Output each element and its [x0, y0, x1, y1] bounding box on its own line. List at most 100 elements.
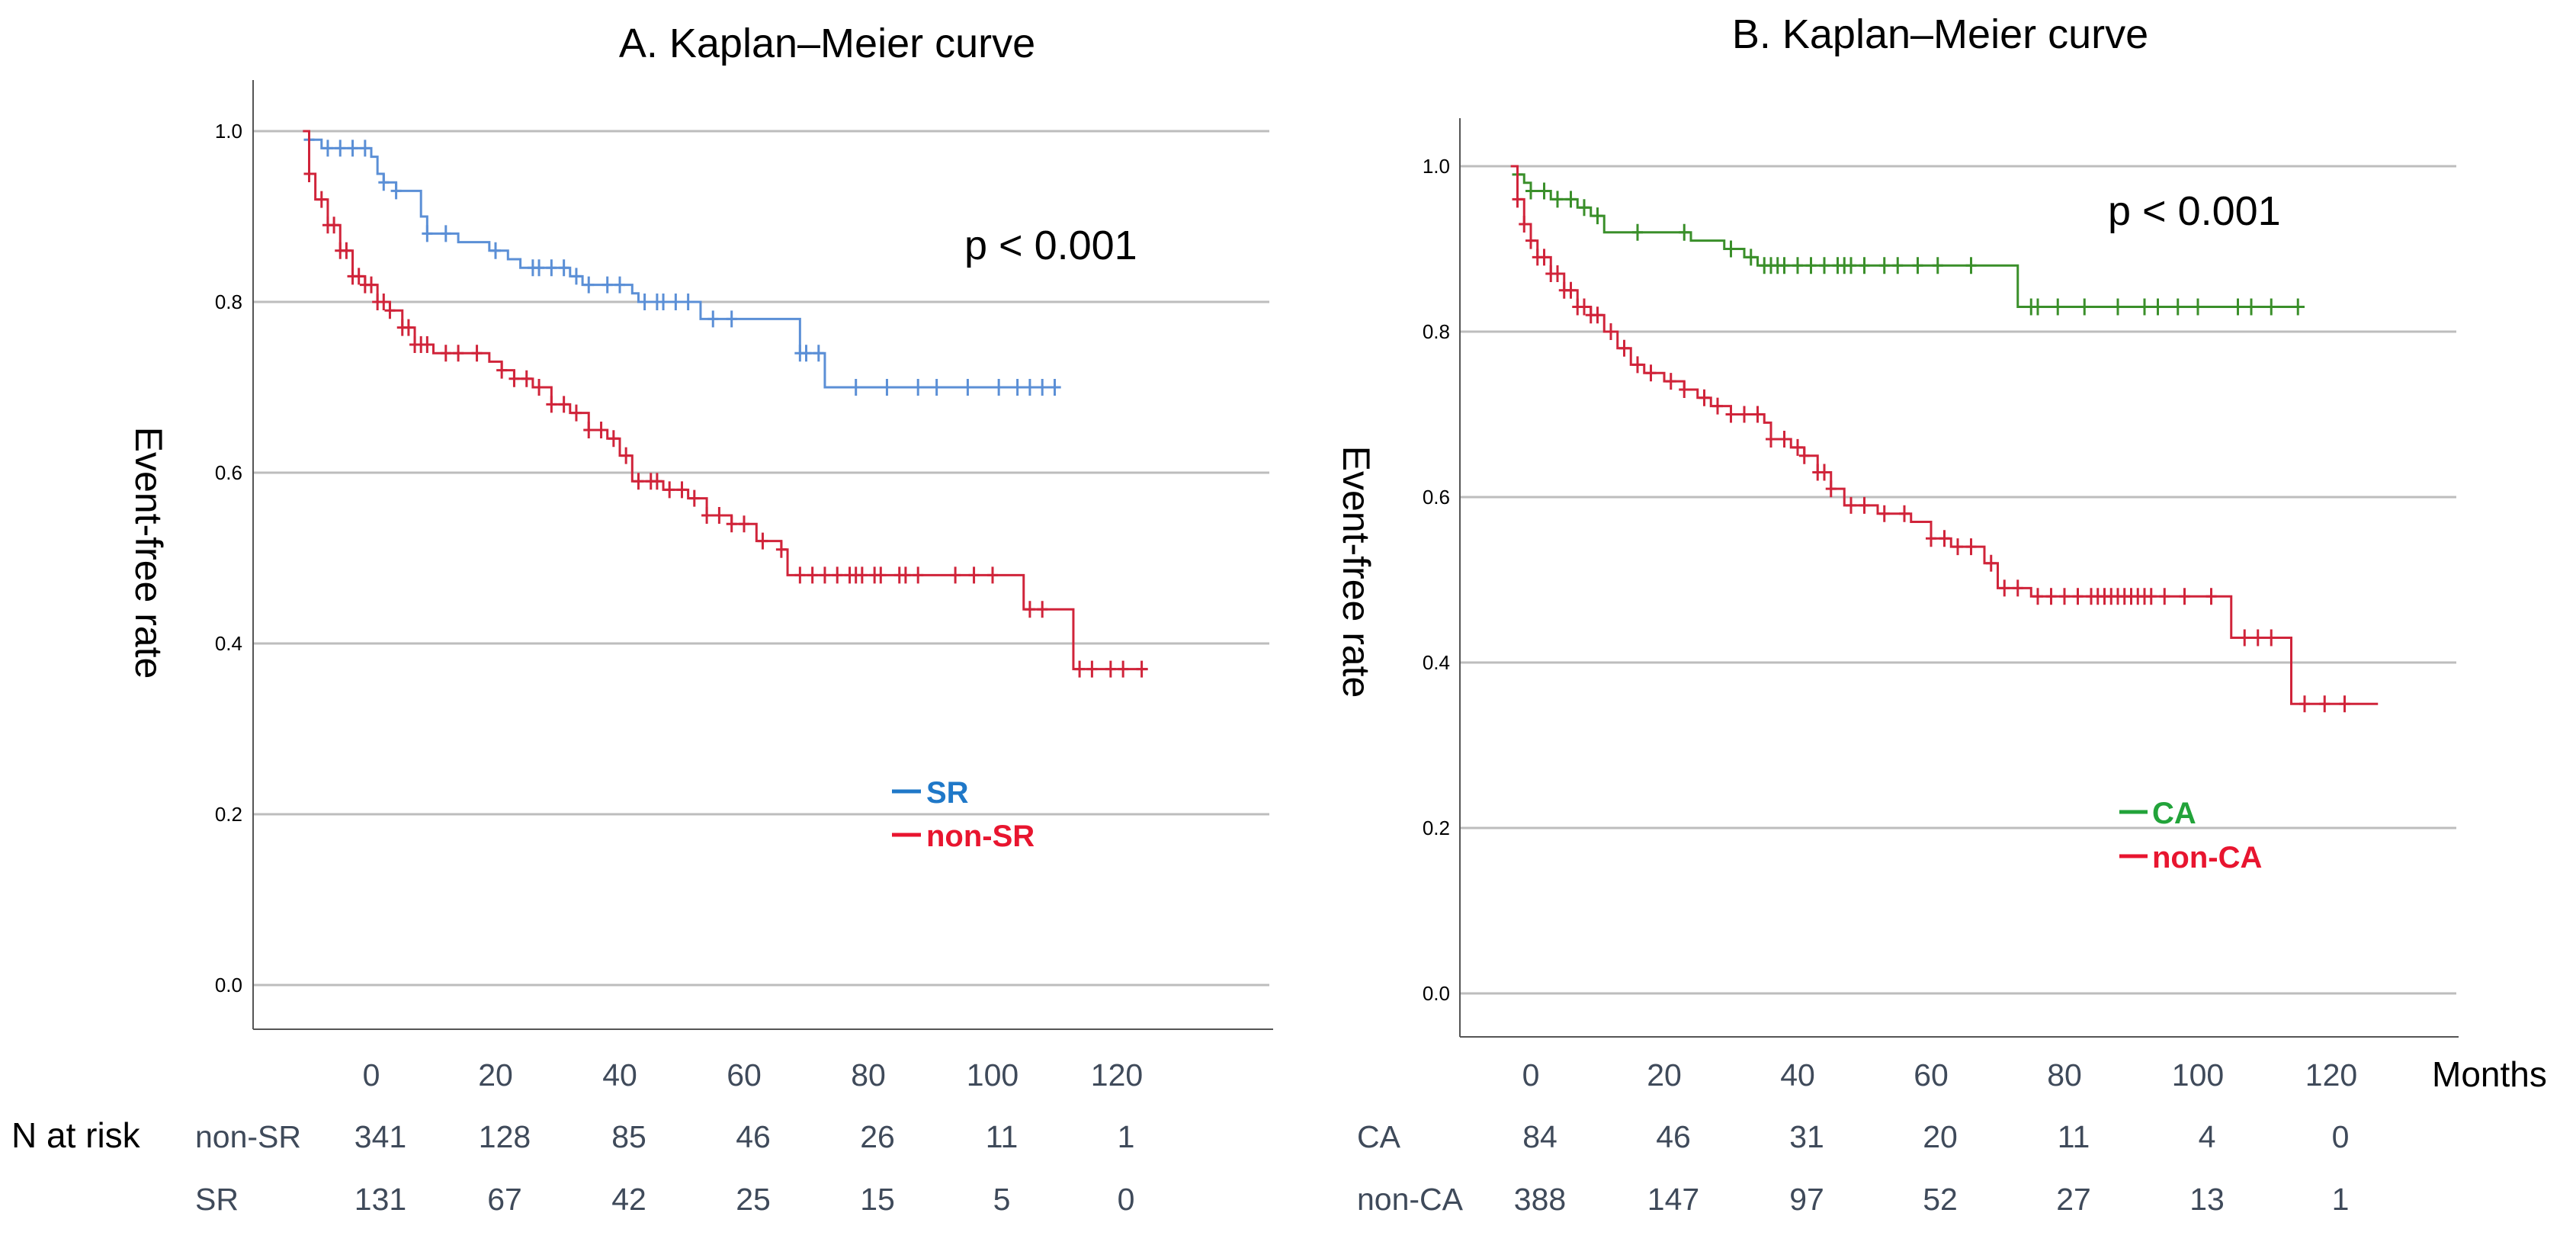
censor-mark-non-ca	[1792, 438, 1803, 456]
censor-mark-non-sr	[608, 430, 619, 448]
panel-b-series	[1510, 165, 2379, 713]
censor-mark-non-sr	[714, 507, 725, 524]
censor-mark-non-ca	[1565, 281, 1577, 299]
censor-mark-non-ca	[2012, 579, 2023, 597]
risk-table-header: N at risk	[11, 1115, 141, 1155]
panel-b-y-axis-label: Event-free rate	[1335, 446, 1378, 698]
censor-mark-non-sr	[403, 319, 414, 336]
panel-a-y-tick-label: 1.0	[215, 120, 242, 143]
panel-a-risk-value: 131	[354, 1182, 406, 1217]
censor-mark-sr	[347, 140, 358, 157]
censor-mark-non-sr	[440, 345, 451, 362]
censor-mark-sr	[658, 294, 669, 310]
censor-mark-non-sr	[807, 566, 818, 584]
censor-mark-non-ca	[1798, 447, 1810, 464]
censor-mark-ca	[1779, 257, 1790, 274]
censor-mark-non-ca	[1679, 380, 1690, 398]
panel-a-risk-value: 0	[1118, 1182, 1135, 1217]
panel-b-y-tick-label: 1.0	[1423, 155, 1450, 178]
censor-mark-non-ca	[2059, 588, 2070, 605]
panel-a-x-tick-label: 80	[851, 1057, 886, 1093]
censor-mark-ca	[2246, 298, 2257, 316]
censor-mark-non-ca	[2339, 695, 2350, 713]
panel-a-risk-value: 1	[1118, 1119, 1135, 1154]
censor-mark-ca	[2172, 298, 2183, 316]
panel-b-y-tick-label: 0.6	[1423, 486, 1450, 509]
censor-mark-ca	[1579, 199, 1590, 217]
censor-mark-non-sr	[688, 489, 700, 507]
panel-b-risk-row-label: non-CA	[1357, 1182, 1464, 1217]
censor-mark-sr	[440, 225, 451, 242]
censor-mark-non-ca	[2239, 629, 2250, 647]
panel-b-risk-value: 147	[1647, 1182, 1699, 1217]
panel-a-x-tick-label: 60	[727, 1057, 762, 1093]
censor-mark-sr	[800, 345, 812, 362]
legend-label-sr: SR	[926, 776, 969, 810]
panel-a-legend: SR non-SR	[892, 776, 1035, 853]
censor-mark-non-sr	[1118, 660, 1129, 678]
censor-mark-sr	[390, 182, 402, 200]
censor-mark-non-sr	[570, 404, 582, 422]
panel-a-title: A. Kaplan–Meier curve	[619, 21, 1035, 66]
panel-a-x-tick-label: 100	[967, 1057, 1019, 1093]
panel-a-risk-value: 46	[736, 1119, 771, 1154]
panel-a-y-tick-label: 0.0	[215, 974, 242, 996]
panel-b-x-tick-label: 40	[1780, 1057, 1815, 1093]
panel-b: B. Kaplan–Meier curve 0.0 0.2 0.4 0.6 0.8 1.0…	[1335, 11, 2547, 1217]
censor-mark-sr	[639, 294, 650, 310]
censor-mark-non-ca	[1579, 298, 1590, 316]
censor-mark-non-sr	[900, 566, 911, 584]
censor-mark-sr	[335, 140, 346, 157]
censor-mark-non-sr	[987, 566, 998, 584]
censor-mark-sr	[670, 294, 682, 310]
censor-mark-non-sr	[1024, 601, 1035, 618]
censor-mark-sr	[378, 174, 390, 191]
panel-b-risk-table: CA 84 46 31 20 11 4 0 non-CA 388 147 97 52 27 13 1	[1357, 1119, 2349, 1217]
censor-mark-ca	[1592, 207, 1603, 225]
censor-mark-non-sr	[1074, 660, 1086, 678]
panel-a-risk-value: 11	[986, 1119, 1019, 1154]
panel-a-risk-value: 15	[860, 1182, 895, 1217]
censor-mark-ca	[1632, 223, 1643, 241]
legend-label-ca: CA	[2152, 797, 2196, 830]
censor-mark-non-sr	[1136, 660, 1147, 678]
panel-b-p-value: p < 0.001	[2108, 188, 2281, 234]
censor-mark-ca	[2232, 298, 2244, 316]
censor-mark-non-sr	[651, 473, 662, 490]
legend-label-non-ca: non-CA	[2152, 841, 2262, 874]
panel-b-y-tick-label: 0.4	[1423, 651, 1450, 674]
series-line-ca	[1510, 165, 2305, 308]
censor-mark-sr	[583, 276, 595, 294]
censor-mark-sr	[1037, 379, 1048, 396]
panel-a-x-tick-label: 40	[602, 1057, 637, 1093]
censor-mark-ca	[1725, 240, 1737, 258]
censor-mark-non-ca	[1725, 406, 1737, 423]
censor-mark-non-sr	[329, 217, 340, 234]
panel-a-risk-value: 26	[860, 1119, 895, 1154]
panel-b-y-tick-label: 0.2	[1423, 817, 1450, 839]
censor-mark-non-sr	[316, 191, 327, 208]
panel-b-risk-value: 31	[1789, 1119, 1824, 1154]
panel-a-gridlines	[253, 130, 1269, 987]
censor-mark-sr	[707, 310, 719, 328]
censor-mark-non-ca	[1538, 249, 1550, 266]
panel-a-y-axis-label: Event-free rate	[127, 427, 170, 679]
panel-a-risk-value: 42	[611, 1182, 646, 1217]
censor-mark-non-sr	[303, 165, 315, 182]
panel-a-x-tick-label: 20	[478, 1057, 513, 1093]
censor-mark-sr	[993, 379, 1005, 396]
censor-mark-non-sr	[633, 473, 644, 490]
censor-mark-non-sr	[739, 515, 749, 533]
censor-mark-non-ca	[2319, 695, 2331, 713]
panel-b-x-tick-label: 100	[2172, 1057, 2224, 1093]
censor-mark-non-sr	[676, 481, 688, 499]
panel-b-risk-value: 46	[1656, 1119, 1691, 1154]
censor-mark-ca	[2139, 298, 2150, 316]
censor-mark-non-ca	[1878, 505, 1890, 522]
legend-label-non-sr: non-SR	[926, 820, 1035, 853]
censor-mark-non-sr	[701, 507, 713, 524]
censor-mark-sr	[962, 379, 974, 396]
censor-mark-non-ca	[1846, 496, 1856, 514]
censor-mark-non-ca	[1552, 265, 1563, 283]
